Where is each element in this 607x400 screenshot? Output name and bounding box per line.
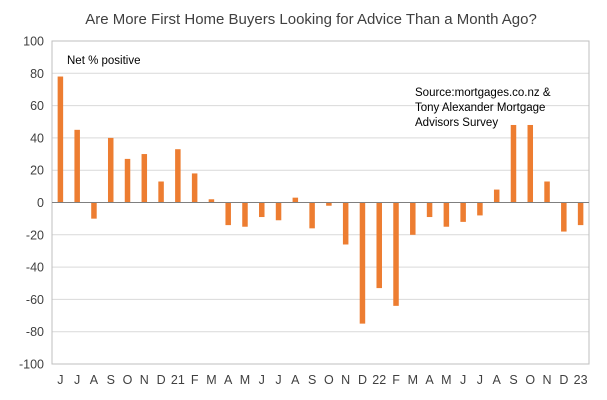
x-tick-label: M — [240, 373, 250, 387]
x-tick-label: N — [341, 373, 350, 387]
x-tick-label: O — [324, 373, 334, 387]
bar — [393, 202, 399, 306]
bar — [443, 202, 450, 227]
bar — [410, 202, 416, 235]
bar — [544, 181, 550, 203]
x-tick-label: 21 — [171, 373, 185, 387]
x-tick-label: S — [308, 373, 316, 387]
y-tick-label: 20 — [30, 164, 44, 178]
bar — [175, 149, 181, 203]
bar — [493, 189, 500, 203]
x-tick-label: J — [477, 373, 483, 387]
y-tick-label: -80 — [26, 325, 44, 339]
x-tick-label: D — [358, 373, 367, 387]
x-tick-label: N — [140, 373, 149, 387]
bar — [477, 202, 483, 216]
bar — [124, 158, 131, 203]
bar — [158, 181, 164, 203]
bar — [359, 202, 366, 324]
bar — [107, 137, 114, 203]
bar — [577, 202, 584, 226]
x-tick-label: A — [493, 373, 502, 387]
y-tick-label: -100 — [19, 358, 44, 372]
bar — [460, 202, 466, 222]
x-tick-label: N — [543, 373, 552, 387]
x-tick-label: O — [123, 373, 133, 387]
bar — [225, 202, 231, 226]
x-axis: J J A S O N D 21 F M A M J J A S O N D 22 F M A M J J A S O N D 23 — [57, 373, 587, 387]
x-tick-label: J — [259, 373, 265, 387]
bar — [326, 202, 332, 206]
bar — [342, 202, 349, 245]
bar — [510, 124, 517, 203]
x-tick-label: M — [441, 373, 451, 387]
bar — [141, 154, 148, 203]
x-tick-label: A — [425, 373, 434, 387]
x-tick-label: J — [275, 373, 281, 387]
x-tick-label: D — [157, 373, 166, 387]
bar-series — [57, 76, 584, 324]
bar — [309, 202, 315, 229]
bar — [208, 199, 215, 203]
bar — [242, 202, 248, 227]
y-tick-label: 40 — [30, 131, 44, 145]
chart-title: Are More First Home Buyers Looking for A… — [85, 11, 537, 28]
x-tick-label: M — [206, 373, 216, 387]
x-tick-label: F — [392, 373, 400, 387]
x-tick-label: J — [74, 373, 80, 387]
bar — [191, 173, 198, 203]
bar — [74, 129, 80, 203]
x-tick-label: F — [191, 373, 199, 387]
x-tick-label: D — [559, 373, 568, 387]
y-tick-label: -40 — [26, 261, 44, 275]
x-tick-label: M — [408, 373, 418, 387]
bar — [259, 202, 265, 218]
bar — [426, 202, 433, 218]
bar — [292, 197, 299, 203]
x-tick-label: O — [525, 373, 535, 387]
series-annotation: Net % positive — [67, 55, 141, 67]
y-tick-label: 0 — [37, 196, 44, 210]
y-tick-label: -20 — [26, 228, 44, 242]
y-tick-label: 60 — [30, 99, 44, 113]
bar — [91, 202, 97, 219]
y-tick-label: 100 — [23, 35, 44, 49]
x-tick-label: S — [107, 373, 115, 387]
source-annotation-line-1: Source:mortgages.co.nz & — [415, 87, 551, 99]
x-tick-label: J — [57, 373, 63, 387]
bar — [376, 202, 382, 289]
source-annotation-line-2: Tony Alexander Mortgage — [415, 102, 545, 114]
y-tick-label: -60 — [26, 293, 44, 307]
x-tick-label: 23 — [574, 373, 588, 387]
bar — [275, 202, 282, 221]
x-tick-label: S — [509, 373, 517, 387]
x-tick-label: A — [224, 373, 233, 387]
y-axis: -100 -80 -60 -40 -20 0 20 40 60 80 100 — [19, 35, 44, 372]
bar — [527, 124, 534, 203]
x-tick-label: A — [90, 373, 99, 387]
x-tick-label: J — [460, 373, 466, 387]
source-annotation-line-3: Advisors Survey — [415, 117, 498, 129]
bar — [57, 76, 64, 203]
bar — [561, 202, 567, 232]
x-tick-label: A — [291, 373, 300, 387]
y-tick-label: 80 — [30, 67, 44, 81]
x-tick-label: 22 — [372, 373, 386, 387]
